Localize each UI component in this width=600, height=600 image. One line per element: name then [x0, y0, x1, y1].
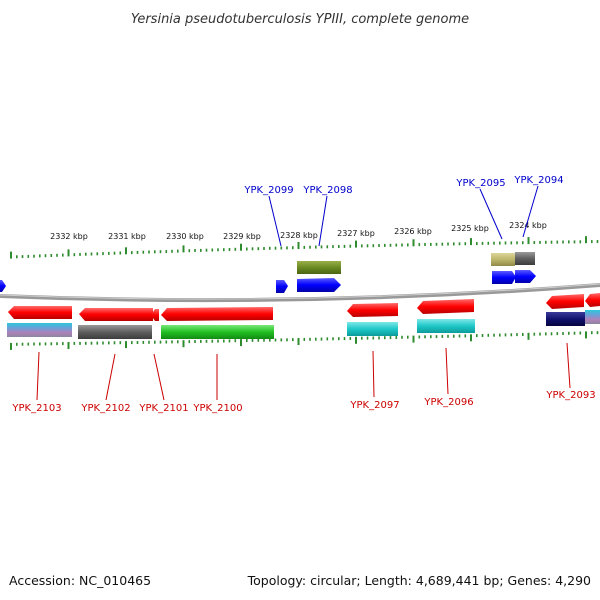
gene-arrow-reverse[interactable] — [79, 308, 153, 321]
gene-feature-gray[interactable] — [78, 325, 152, 339]
kbp-label: 2332 kbp — [50, 232, 88, 241]
gene-feature-cyan[interactable] — [347, 322, 398, 336]
genome-backbone — [0, 283, 600, 303]
gene-label-ypk-2098[interactable]: YPK_2098 — [302, 185, 352, 196]
forward-gene-labels: YPK_2099 YPK_2098 YPK_2095 YPK_2094 — [243, 175, 563, 196]
kbp-label: 2327 kbp — [337, 229, 375, 238]
gene-feature-olive[interactable] — [297, 261, 341, 274]
gene-arrow-reverse[interactable] — [546, 294, 584, 309]
forward-strand-genes — [0, 252, 536, 293]
topology-text: Topology: circular; Length: 4,689,441 bp… — [247, 573, 591, 588]
kbp-label: 2328 kbp — [280, 231, 318, 240]
gene-label-ypk-2097[interactable]: YPK_2097 — [349, 400, 399, 411]
gene-arrow-forward[interactable] — [276, 280, 288, 293]
gene-arrow-forward[interactable] — [0, 280, 6, 292]
kbp-label: 2330 kbp — [166, 232, 204, 241]
reverse-gene-labels: YPK_2103 YPK_2102 YPK_2101 YPK_2100 YPK_… — [11, 390, 595, 414]
gene-feature-cyan[interactable] — [417, 319, 475, 333]
outer-tick-row — [10, 236, 599, 259]
gene-feature-navy[interactable] — [546, 312, 585, 326]
accession-text: Accession: NC_010465 — [9, 573, 152, 588]
kbp-label: 2326 kbp — [394, 227, 432, 236]
gene-feature-multi[interactable] — [585, 310, 600, 324]
kbp-label: 2329 kbp — [223, 232, 261, 241]
kbp-labels: 2332 kbp 2331 kbp 2330 kbp 2329 kbp 2328… — [50, 221, 547, 241]
forward-leader-lines — [268, 185, 539, 247]
gene-label-ypk-2103[interactable]: YPK_2103 — [11, 403, 61, 414]
gene-label-ypk-2100[interactable]: YPK_2100 — [192, 403, 242, 414]
gene-arrow-reverse[interactable] — [585, 293, 600, 307]
gene-arrow-reverse[interactable] — [8, 306, 72, 319]
gene-label-ypk-2095[interactable]: YPK_2095 — [455, 178, 505, 189]
inner-tick-row — [10, 331, 599, 350]
gene-label-ypk-2102[interactable]: YPK_2102 — [80, 403, 130, 414]
reverse-strand-genes — [7, 293, 600, 339]
gene-arrow-reverse[interactable] — [347, 303, 398, 317]
gene-label-ypk-2094[interactable]: YPK_2094 — [513, 175, 563, 186]
gene-feature-khaki[interactable] — [491, 253, 515, 266]
gene-feature-multi[interactable] — [7, 323, 72, 337]
gene-arrow-forward[interactable] — [297, 278, 341, 292]
gene-arrow-forward[interactable] — [515, 270, 536, 283]
gene-arrow-reverse[interactable] — [151, 309, 159, 321]
gene-feature-green[interactable] — [161, 325, 274, 339]
gene-feature-gray[interactable] — [515, 252, 535, 265]
genome-backbone-highlight — [0, 283, 600, 300]
gene-label-ypk-2093[interactable]: YPK_2093 — [545, 390, 595, 401]
reverse-leader-lines — [36, 342, 571, 401]
kbp-label: 2325 kbp — [451, 224, 489, 233]
gene-arrow-reverse[interactable] — [161, 307, 273, 321]
map-title: Yersinia pseudotuberculosis YPIII, compl… — [131, 12, 469, 27]
gene-label-ypk-2101[interactable]: YPK_2101 — [138, 403, 188, 414]
kbp-label: 2331 kbp — [108, 232, 146, 241]
gene-arrow-forward[interactable] — [492, 271, 516, 284]
gene-label-ypk-2099[interactable]: YPK_2099 — [243, 185, 293, 196]
gene-label-ypk-2096[interactable]: YPK_2096 — [423, 397, 473, 408]
gene-arrow-reverse[interactable] — [417, 299, 474, 314]
kbp-label: 2324 kbp — [509, 221, 547, 230]
